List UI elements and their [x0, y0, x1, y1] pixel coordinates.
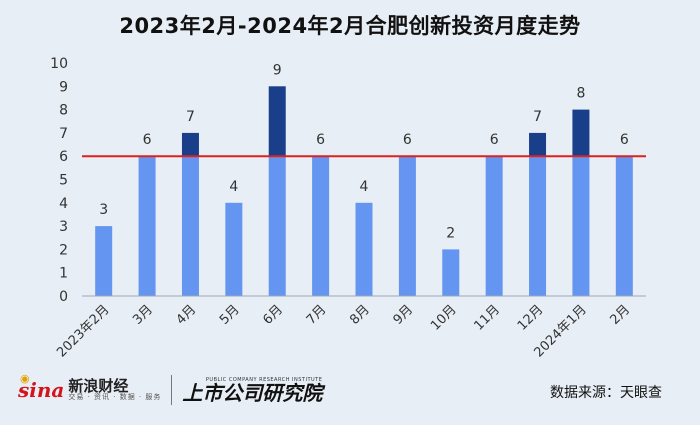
bar	[398, 156, 416, 296]
y-tick-label: 2	[59, 242, 68, 258]
sina-finance-branding: ◉ sina 新浪财经 交易 · 资讯 · 数据 · 服务 PUBLIC COM…	[18, 372, 323, 407]
x-tick-label: 2023年2月	[54, 302, 112, 360]
y-tick-label: 0	[59, 289, 68, 305]
x-tick-label: 2月	[607, 302, 633, 328]
data-labels: 3 6 7 4 9 6 4 6 2 6 7 8 6	[99, 62, 629, 241]
sina-logo: ◉ sina	[18, 372, 65, 402]
x-tick-label: 5月	[217, 302, 243, 328]
bar-above-reference	[572, 109, 590, 157]
data-label: 4	[360, 179, 369, 195]
y-tick-label: 6	[59, 149, 68, 165]
y-tick-label: 1	[59, 266, 68, 282]
data-label: 6	[490, 132, 499, 148]
data-source: 数据来源：天眼查	[550, 385, 662, 401]
bar	[268, 156, 286, 296]
bar	[529, 156, 547, 296]
data-label: 6	[620, 132, 629, 148]
x-tick-label: 9月	[391, 302, 417, 328]
bar-above-reference	[181, 132, 199, 157]
data-label: 7	[533, 109, 542, 125]
bar	[442, 249, 460, 296]
x-tick-label: 7月	[304, 302, 330, 328]
sina-tagline: 交易 · 资讯 · 数据 · 服务	[68, 393, 162, 402]
y-axis-labels: 0 1 2 3 4 5 6 7 8 9 10	[50, 56, 68, 305]
chart-title: 2023年2月-2024年2月合肥创新投资月度走势	[119, 14, 581, 38]
data-label: 8	[576, 86, 585, 102]
x-tick-label: 10月	[428, 302, 459, 333]
data-label: 9	[273, 62, 282, 78]
y-tick-label: 5	[59, 173, 68, 189]
y-tick-label: 7	[59, 126, 68, 142]
data-label: 3	[99, 202, 108, 218]
x-tick-label: 11月	[471, 302, 502, 333]
bar	[95, 226, 113, 296]
bar	[138, 156, 156, 296]
data-label: 6	[143, 132, 152, 148]
y-tick-label: 3	[59, 219, 68, 235]
bar-above-reference	[268, 86, 286, 157]
bar	[615, 156, 633, 296]
x-tick-label: 4月	[174, 302, 200, 328]
data-label: 4	[229, 179, 238, 195]
bar	[485, 156, 503, 296]
bars	[95, 86, 633, 296]
sina-eye-icon: ◉	[20, 372, 30, 385]
institute-name-cn: 上市公司研究院	[182, 380, 323, 405]
bar-above-reference	[529, 132, 547, 157]
sina-name-cn: 新浪财经	[68, 376, 129, 395]
x-tick-label: 3月	[130, 302, 156, 328]
bar	[225, 202, 243, 296]
institute-logo: PUBLIC COMPANY RESEARCH INSTITUTE 上市公司研究…	[182, 376, 323, 405]
x-tick-label: 6月	[260, 302, 286, 328]
data-label: 7	[186, 109, 195, 125]
sina-name: 新浪财经 交易 · 资讯 · 数据 · 服务	[68, 378, 161, 402]
bar	[312, 156, 330, 296]
institute-name-en: PUBLIC COMPANY RESEARCH INSTITUTE	[205, 376, 323, 383]
y-tick-label: 8	[59, 103, 68, 119]
bar	[355, 202, 373, 296]
data-label: 2	[446, 225, 455, 241]
y-tick-label: 10	[50, 56, 68, 72]
y-tick-label: 9	[59, 79, 68, 95]
bar	[572, 156, 590, 296]
data-label: 6	[316, 132, 325, 148]
x-tick-label: 8月	[347, 302, 373, 328]
brand-divider	[171, 375, 173, 405]
bar	[181, 156, 199, 296]
x-tick-label: 12月	[515, 302, 546, 333]
y-tick-label: 4	[59, 196, 68, 212]
data-label: 6	[403, 132, 412, 148]
